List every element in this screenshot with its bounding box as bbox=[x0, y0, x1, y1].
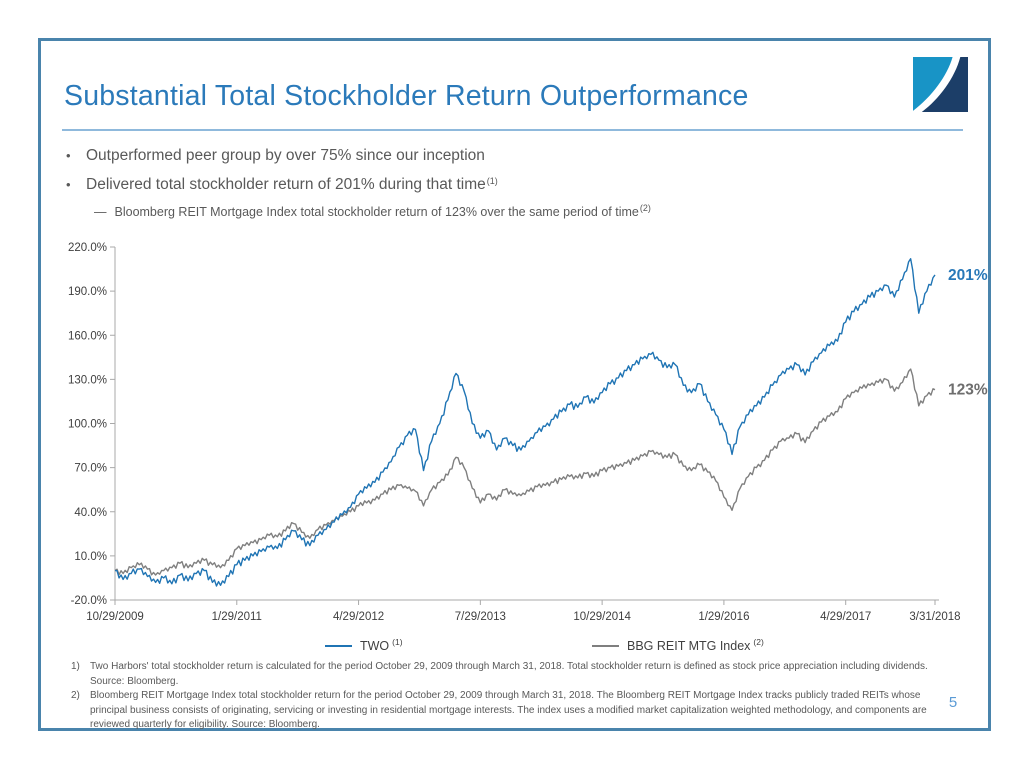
y-tick-label: 100.0% bbox=[68, 419, 107, 431]
legend-item-two: TWO (1) bbox=[325, 637, 403, 653]
footnote-ref: (1) bbox=[486, 176, 498, 186]
bullet-text: Outperformed peer group by over 75% sinc… bbox=[86, 147, 485, 164]
x-tick-label: 4/29/2017 bbox=[820, 611, 871, 623]
footnote-ref: (1) bbox=[392, 637, 403, 647]
legend-line-sample bbox=[325, 645, 352, 647]
footnote-ref: (2) bbox=[639, 203, 651, 213]
sub-bullet-bloomberg-index: — Bloomberg REIT Mortgage Index total st… bbox=[94, 203, 651, 219]
legend-line-sample bbox=[592, 645, 619, 647]
footnotes: 1) Two Harbors' total stockholder return… bbox=[71, 660, 933, 733]
y-tick-label: 70.0% bbox=[74, 463, 107, 475]
page-title: Substantial Total Stockholder Return Out… bbox=[64, 80, 749, 112]
page-number: 5 bbox=[948, 694, 958, 711]
series-end-label-two: 201% bbox=[948, 267, 988, 284]
legend-label: BBG REIT MTG Index bbox=[627, 639, 751, 653]
x-tick-label: 1/29/2016 bbox=[698, 611, 749, 623]
y-tick-label: 160.0% bbox=[68, 330, 107, 342]
x-tick-label: 10/29/2009 bbox=[86, 611, 144, 623]
series-end-label-bbg-reit-mtg-index: 123% bbox=[948, 382, 988, 399]
bullet-total-stockholder-return: • Delivered total stockholder return of … bbox=[66, 176, 498, 194]
footnote-number: 2) bbox=[71, 690, 80, 702]
footnote-text: Two Harbors' total stockholder return is… bbox=[90, 661, 928, 687]
dash-marker: — bbox=[94, 205, 107, 219]
legend-label: TWO bbox=[360, 639, 390, 653]
y-tick-label: 40.0% bbox=[74, 507, 107, 519]
bullet-outperformed-peer-group: • Outperformed peer group by over 75% si… bbox=[66, 147, 486, 165]
chart-legend: TWO (1) BBG REIT MTG Index (2) bbox=[0, 637, 1024, 657]
slide-frame bbox=[38, 38, 991, 731]
y-tick-label: 220.0% bbox=[68, 242, 107, 254]
bullet-marker: • bbox=[66, 148, 71, 163]
x-tick-label: 10/29/2014 bbox=[573, 611, 631, 623]
y-tick-label: 190.0% bbox=[68, 286, 107, 298]
x-tick-label: 7/29/2013 bbox=[455, 611, 506, 623]
footnote-2: 2) Bloomberg REIT Mortgage Index total s… bbox=[71, 689, 933, 733]
footnote-number: 1) bbox=[71, 661, 80, 672]
footnote-ref: (2) bbox=[753, 637, 764, 647]
x-tick-label: 3/31/2018 bbox=[909, 611, 960, 623]
x-tick-label: 1/29/2011 bbox=[212, 611, 262, 623]
footnote-1: 1) Two Harbors' total stockholder return… bbox=[71, 660, 933, 689]
series-line-two bbox=[114, 258, 936, 587]
company-logo bbox=[913, 57, 968, 112]
total-return-line-chart: 220.0% 190.0% 160.0% 130.0% 100.0% 70.0% 40.0%… bbox=[68, 242, 988, 623]
y-tick-label: -20.0% bbox=[71, 595, 107, 607]
bullet-marker: • bbox=[66, 177, 71, 192]
logo-dark-segment bbox=[921, 57, 968, 112]
y-tick-label: 130.0% bbox=[68, 374, 107, 386]
legend-item-bbg-reit-mtg-index: BBG REIT MTG Index (2) bbox=[592, 637, 764, 653]
sub-bullet-text: Bloomberg REIT Mortgage Index total stoc… bbox=[114, 205, 639, 219]
title-divider bbox=[62, 129, 963, 131]
bullet-text: Delivered total stockholder return of 20… bbox=[86, 176, 486, 193]
x-tick-label: 4/29/2012 bbox=[333, 611, 384, 623]
series-line-bbg-reit-mtg-index bbox=[114, 368, 936, 576]
footnote-text: Bloomberg REIT Mortgage Index total stoc… bbox=[90, 690, 927, 731]
y-tick-label: 10.0% bbox=[74, 551, 107, 563]
